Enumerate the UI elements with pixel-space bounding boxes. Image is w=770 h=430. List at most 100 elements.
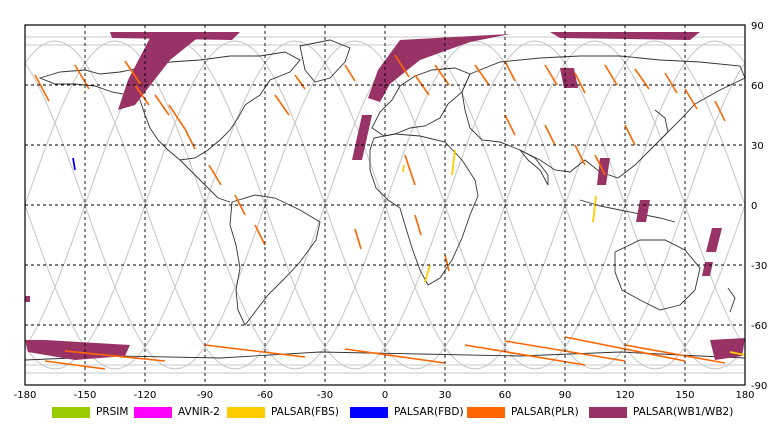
y-tick-label: 30 (751, 141, 764, 152)
swath-wb-europe-west (352, 115, 372, 160)
legend: PRSIM AVNIR-2 PALSAR(FBS) PALSAR(FBD) PA… (0, 401, 770, 423)
plr-track-segment (234, 194, 246, 216)
x-tick-label: -60 (257, 390, 273, 401)
plr-track-segment (154, 94, 170, 116)
plr-track-segment (684, 88, 698, 110)
legend-item-palsar-fbd: PALSAR(FBD) (350, 405, 464, 419)
y-tick-label: -60 (751, 321, 767, 332)
plr-track-segment (124, 60, 142, 86)
swath-wb-greenland-north (110, 32, 240, 40)
swath-wb-antarctic-west (25, 340, 130, 360)
plr-track-segment (254, 224, 266, 246)
legend-swatch (134, 406, 172, 418)
plr-track-segment (444, 254, 450, 272)
plr-track-segment (574, 144, 586, 166)
swath-wb-indonesia (636, 200, 650, 222)
swath-wb-arctic-east (550, 32, 700, 40)
map-frame (24, 24, 746, 386)
fbs-track-sumatra (592, 195, 597, 223)
x-tick-label: 120 (615, 390, 634, 401)
x-tick-label: -30 (317, 390, 333, 401)
coast-antarctica (24, 351, 746, 361)
plr-track-segment (394, 54, 410, 78)
plr-track-segment (404, 154, 416, 186)
y-tick-label: -30 (751, 261, 767, 272)
swath-wb-north-america (118, 36, 200, 110)
swath-wb-west-edge (25, 296, 30, 302)
plr-track-segment (354, 228, 362, 250)
plr-track-segment (664, 72, 678, 94)
plr-track-segment (168, 104, 186, 130)
plr-track-segment (634, 68, 650, 90)
swath-wb-antarctic-east (710, 338, 745, 360)
coast-australia (614, 239, 701, 311)
legend-item-palsar-fbs: PALSAR(FBS) (227, 405, 339, 419)
legend-label: PALSAR(FBS) (271, 406, 339, 418)
legend-label: PRSIM (96, 406, 129, 418)
swath-wb-siberia (560, 68, 578, 88)
y-tick-label: 60 (751, 81, 764, 92)
legend-swatch (227, 406, 265, 418)
fbd-track-pacific (72, 157, 76, 171)
plr-track-segment (44, 360, 106, 370)
swath-wb-north-atlantic (368, 34, 510, 102)
graticule (25, 25, 745, 385)
plr-track-segment (624, 124, 636, 146)
fbs-track-sahara (402, 164, 405, 173)
legend-item-palsar-plr: PALSAR(PLR) (467, 405, 579, 419)
plr-track-segment (344, 348, 446, 364)
x-tick-label: 30 (439, 390, 452, 401)
x-tick-label: 60 (499, 390, 512, 401)
plr-track-segment (134, 84, 150, 106)
plr-track-segment (574, 72, 586, 94)
x-tick-label: 150 (675, 390, 694, 401)
plr-track-segment (434, 64, 450, 86)
x-tick-label: -90 (197, 390, 213, 401)
fbs-tracks (402, 149, 746, 356)
legend-label: PALSAR(PLR) (511, 406, 579, 418)
legend-swatch (589, 406, 627, 418)
plr-track-segment (504, 114, 516, 136)
legend-swatch (350, 406, 388, 418)
x-tick-label: -150 (74, 390, 97, 401)
fbs-track-africa-south (424, 264, 431, 283)
legend-item-prism: PRSIM (52, 405, 128, 419)
x-tick-label: 180 (735, 390, 754, 401)
plr-track-segment (34, 74, 50, 102)
plr-track-segment (184, 128, 196, 150)
x-tick-label: 0 (382, 390, 388, 401)
fbs-track-antarctic (729, 351, 746, 356)
plr-track-segment (624, 344, 726, 364)
legend-label: AVNIR-2 (178, 406, 220, 418)
y-tick-label: 90 (751, 21, 764, 32)
plr-track-segment (208, 164, 222, 186)
plr-track-segment (474, 64, 490, 86)
swath-wb-south-pacific (702, 262, 713, 276)
plr-track-segment (414, 214, 422, 236)
y-tick-label: 0 (751, 201, 757, 212)
coast-south-america (229, 194, 321, 326)
x-tick-label: -180 (14, 390, 37, 401)
legend-item-avnir2: AVNIR-2 (134, 405, 220, 419)
fbs-track-africa-north (451, 149, 456, 176)
plr-track-segment (714, 100, 726, 122)
coast-new-zealand (727, 287, 736, 313)
plr-track-segment (204, 344, 306, 358)
plr-track-segment (344, 64, 356, 82)
x-tick-label: 90 (559, 390, 572, 401)
coast-greenland (299, 39, 351, 83)
plr-track-segment (544, 64, 558, 86)
plr-track-segment (604, 64, 618, 86)
plr-track-segment (594, 154, 606, 176)
plr-track-segment (544, 124, 556, 146)
coast-africa (369, 133, 479, 286)
coast-japan (654, 109, 669, 141)
legend-swatch (467, 406, 505, 418)
plr-track-segment (294, 74, 306, 90)
coast-asia (461, 55, 746, 179)
coast-central-america (179, 159, 231, 203)
plr-track-segment (504, 60, 516, 82)
legend-label: PALSAR(FBD) (394, 406, 464, 418)
plr-track-segment (274, 94, 290, 116)
